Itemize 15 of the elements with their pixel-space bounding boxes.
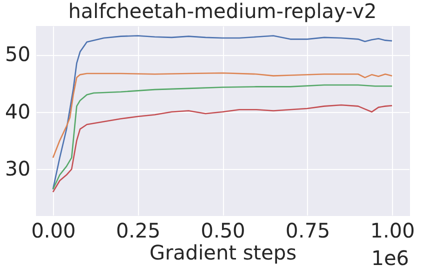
line-series [52, 35, 393, 190]
line-series [52, 72, 393, 158]
x-tick-label: 0.00 [31, 218, 76, 242]
line-series [52, 84, 393, 190]
x-tick-label: 0.25 [116, 218, 160, 242]
y-tick-label: 40 [5, 99, 30, 124]
chart-title: halfcheetah-medium-replay-v2 [68, 0, 377, 23]
y-tick-label: 30 [5, 156, 30, 181]
x-tick-label: 0.75 [286, 218, 330, 242]
x-axis-title: Gradient steps [149, 240, 297, 264]
text: 1e6 [371, 246, 409, 270]
x-tick-label: 1.00 [370, 218, 415, 242]
line-series [52, 104, 393, 193]
y-tick-label: 50 [5, 42, 30, 66]
x-tick-label: 0.50 [200, 218, 246, 242]
